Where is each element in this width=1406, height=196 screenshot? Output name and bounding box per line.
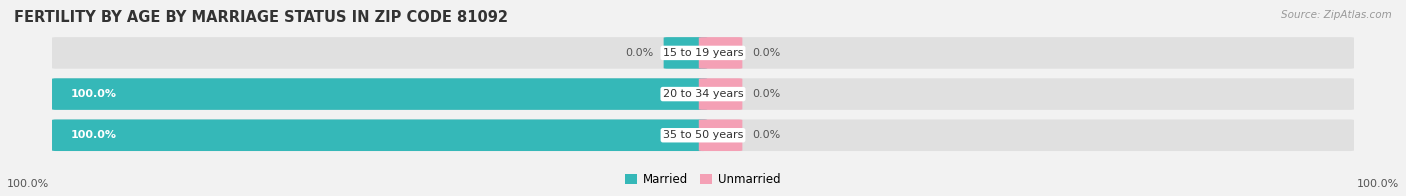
Text: 100.0%: 100.0% <box>1357 179 1399 189</box>
Text: 100.0%: 100.0% <box>70 89 117 99</box>
FancyBboxPatch shape <box>699 37 742 69</box>
Text: 0.0%: 0.0% <box>752 130 780 140</box>
FancyBboxPatch shape <box>52 120 707 151</box>
Text: Source: ZipAtlas.com: Source: ZipAtlas.com <box>1281 10 1392 20</box>
FancyBboxPatch shape <box>664 37 707 69</box>
Text: 35 to 50 years: 35 to 50 years <box>662 130 744 140</box>
Text: 0.0%: 0.0% <box>626 48 654 58</box>
FancyBboxPatch shape <box>52 78 707 110</box>
FancyBboxPatch shape <box>699 120 1354 151</box>
FancyBboxPatch shape <box>52 120 707 151</box>
Text: 100.0%: 100.0% <box>70 130 117 140</box>
Text: 15 to 19 years: 15 to 19 years <box>662 48 744 58</box>
FancyBboxPatch shape <box>699 120 742 151</box>
Text: 0.0%: 0.0% <box>752 48 780 58</box>
FancyBboxPatch shape <box>699 78 742 110</box>
Text: 100.0%: 100.0% <box>7 179 49 189</box>
Text: FERTILITY BY AGE BY MARRIAGE STATUS IN ZIP CODE 81092: FERTILITY BY AGE BY MARRIAGE STATUS IN Z… <box>14 10 508 25</box>
Text: 20 to 34 years: 20 to 34 years <box>662 89 744 99</box>
Legend: Married, Unmarried: Married, Unmarried <box>626 173 780 186</box>
FancyBboxPatch shape <box>699 37 1354 69</box>
FancyBboxPatch shape <box>699 78 1354 110</box>
FancyBboxPatch shape <box>52 78 707 110</box>
FancyBboxPatch shape <box>52 37 707 69</box>
Text: 0.0%: 0.0% <box>752 89 780 99</box>
